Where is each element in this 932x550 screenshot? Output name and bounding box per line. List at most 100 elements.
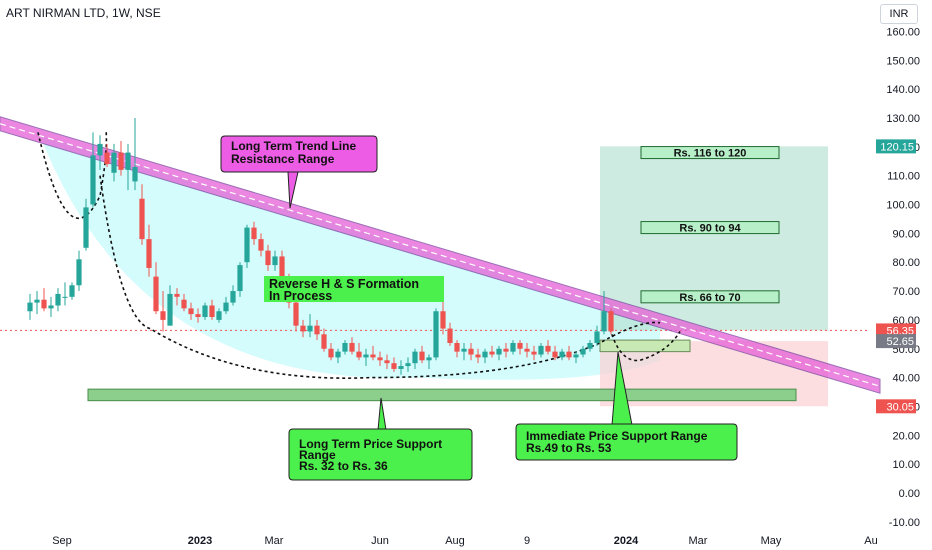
candle-body — [153, 276, 159, 312]
candle-body — [419, 351, 425, 361]
x-tick-label: Sep — [52, 535, 72, 547]
candle-body — [188, 308, 194, 315]
candle-body — [335, 351, 341, 358]
candle-body — [251, 227, 257, 240]
candle-body — [517, 342, 523, 349]
candle-body — [552, 351, 558, 358]
candle-body — [377, 357, 383, 361]
x-tick-label: Mar — [265, 535, 284, 547]
candle-body — [104, 152, 110, 165]
candle-body — [314, 325, 320, 335]
price-tag — [876, 139, 916, 154]
trend-callout-box — [220, 135, 378, 173]
candle-body — [594, 331, 600, 343]
price-tag — [876, 334, 916, 349]
candle-body — [524, 348, 530, 352]
candle-body — [349, 342, 355, 352]
candle-body — [160, 311, 166, 320]
y-tick-label: 20.00 — [892, 430, 920, 442]
candle-body — [146, 239, 152, 268]
candle-body — [181, 299, 187, 309]
candle-body — [503, 348, 509, 352]
candle-body — [363, 354, 369, 358]
price-tag-label: 52.65 — [886, 336, 914, 348]
candle-body — [398, 366, 404, 369]
trend-resistance-band — [0, 116, 881, 394]
currency-unit-button[interactable]: INR — [880, 4, 918, 24]
candle-body — [230, 291, 236, 303]
candle-body — [531, 351, 537, 355]
immediate-callout-text: Immediate Price Support Range — [526, 429, 708, 443]
pattern-label-text: In Process — [269, 289, 332, 303]
price-tag-label: 120.15 — [880, 141, 914, 153]
support-callout-text: Range — [299, 448, 336, 462]
candle-body — [426, 357, 432, 361]
immediate-support-band — [599, 339, 691, 353]
candle-body — [258, 239, 264, 251]
x-tick-label: May — [761, 535, 782, 547]
candle-body — [356, 351, 362, 358]
candle-body — [545, 345, 551, 352]
candle-body — [566, 351, 572, 358]
y-tick-label: 100.00 — [886, 200, 920, 212]
x-tick-label: Mar — [689, 535, 708, 547]
target-label: Rs. 116 to 120 — [674, 148, 747, 160]
candle-body — [83, 207, 89, 248]
candle-body — [475, 354, 481, 358]
candle-body — [69, 285, 75, 297]
candle-body — [342, 342, 348, 352]
candle-body — [468, 348, 474, 355]
candle-body — [538, 345, 544, 355]
candle-body — [237, 265, 243, 292]
candle-body — [573, 354, 579, 358]
candle-body — [76, 259, 82, 286]
right-shoulder-curve — [609, 328, 681, 362]
candle-body — [405, 363, 411, 367]
candle-body — [447, 328, 453, 343]
candle-body — [559, 351, 565, 358]
candle-body — [55, 293, 61, 306]
candle-body — [48, 305, 54, 309]
y-tick-label: 10.00 — [892, 459, 920, 471]
x-tick-label: 2023 — [188, 535, 212, 547]
candle-body — [587, 342, 593, 349]
y-tick-label: -10.00 — [889, 517, 920, 529]
candle-body — [601, 311, 607, 332]
candle-body — [111, 152, 117, 173]
candle-body — [97, 143, 103, 156]
candle-body — [482, 351, 488, 358]
candle-body — [608, 311, 614, 332]
candle-body — [202, 305, 208, 318]
candle-body — [244, 227, 250, 263]
price-tag-label: 30.05 — [886, 401, 914, 413]
support-callout-text: Long Term Price Support — [299, 437, 442, 451]
target-label: Rs. 66 to 70 — [679, 292, 740, 304]
target-box — [640, 146, 780, 160]
immediate-callout-box — [515, 423, 738, 461]
x-tick-label: Jun — [371, 535, 389, 547]
candle-body — [223, 302, 229, 312]
y-tick-label: 90.00 — [892, 228, 920, 240]
candle-body — [489, 351, 495, 355]
target-label: Rs. 90 to 94 — [679, 223, 741, 235]
candle-body — [307, 325, 313, 332]
immediate-callout-text: Rs.49 to Rs. 53 — [526, 441, 612, 455]
candle-body — [132, 166, 138, 182]
chart-title: ART NIRMAN LTD, 1W, NSE — [6, 6, 161, 20]
candle-body — [391, 363, 397, 369]
y-tick-label: 80.00 — [892, 257, 920, 269]
x-tick-label: Au — [864, 535, 877, 547]
trend-callout-text: Resistance Range — [231, 152, 335, 166]
target-box — [640, 221, 780, 235]
candle-body — [384, 360, 390, 364]
candle-body — [370, 354, 376, 358]
pattern-label-box — [264, 276, 444, 302]
y-tick-label: 0.00 — [899, 488, 920, 500]
y-tick-label: 140.00 — [886, 84, 920, 96]
candle-body — [118, 152, 124, 170]
price-tag — [876, 323, 916, 338]
trend-center-line — [0, 123, 881, 387]
candle-body — [27, 302, 33, 312]
